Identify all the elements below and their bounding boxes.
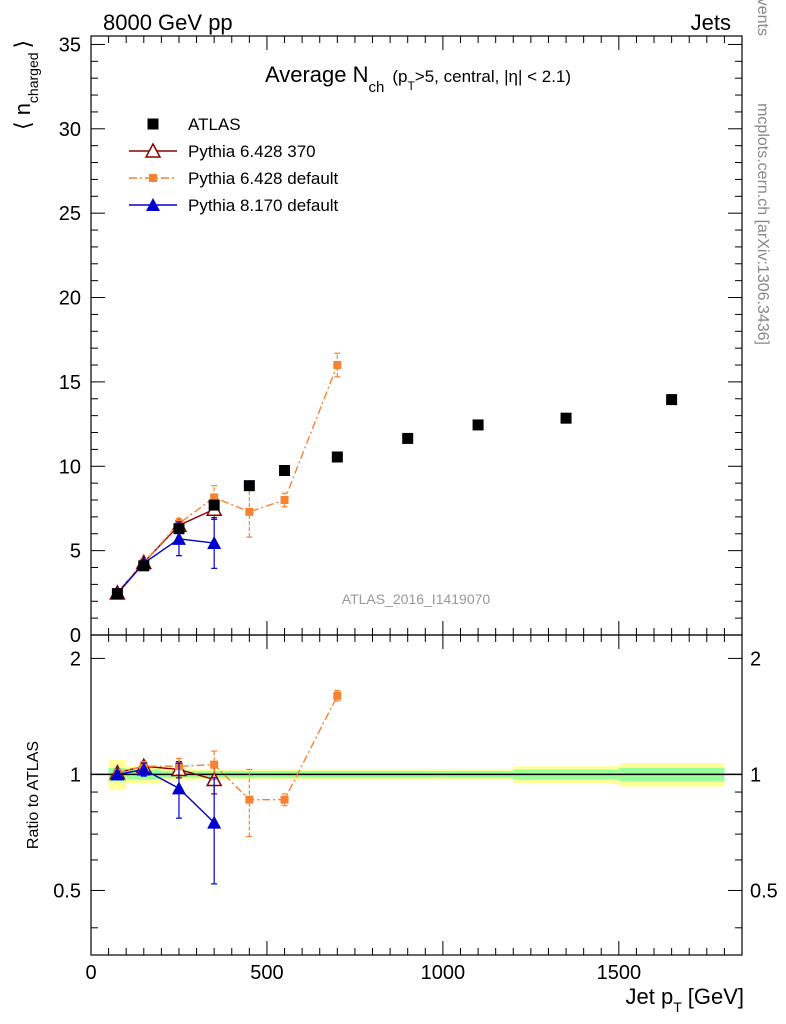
ratio-tick-label-right: 0.5 (750, 880, 778, 902)
ratio-series-line (117, 695, 338, 801)
atlas-point (279, 464, 291, 476)
ratio-point (207, 815, 222, 829)
y-label-close: ⟩ (10, 40, 35, 49)
title-cond-sub: T (407, 79, 415, 93)
y-tick-label: 0 (70, 625, 81, 647)
legend-label: ATLAS (188, 115, 241, 134)
header-left: 8000 GeV pp (103, 10, 233, 35)
ratio-tick-label: 1 (70, 764, 81, 786)
data-point (210, 493, 219, 502)
y-label-main: ⟨ n (10, 103, 35, 130)
atlas-uncertainty-bands (91, 759, 742, 791)
atlas-point (560, 412, 572, 424)
ratio-point (245, 795, 254, 804)
ratio-tick-label: 2 (70, 648, 81, 670)
series-p8_default (110, 517, 222, 885)
rivet-label: Rivet 3.1.10, ≥ 300k events (754, 0, 771, 36)
header-right: Jets (691, 10, 731, 35)
ratio-point (136, 762, 151, 776)
x-tick-label: 1500 (597, 962, 642, 984)
atlas-point (208, 499, 220, 511)
data-point (333, 361, 342, 370)
ratio-tick-label-right: 1 (750, 764, 761, 786)
x-label-sub: T (673, 999, 682, 1015)
data-point (207, 536, 222, 550)
legend-marker (147, 118, 159, 130)
ratio-point (210, 760, 219, 769)
ratio-point (280, 795, 289, 804)
x-label-main: Jet p (625, 984, 673, 1009)
title-main: Average N (265, 62, 369, 87)
title-cond-post: >5, central, |η| < 2.1) (415, 67, 571, 86)
atlas-point (138, 560, 150, 572)
data-point (245, 507, 254, 516)
series-line (116, 508, 215, 594)
y-tick-label: 5 (70, 541, 81, 563)
series-p6_default (113, 352, 342, 838)
legend: ATLAS Pythia 6.428 370 Pythia 6.428 defaul… (129, 115, 339, 215)
data-point (171, 531, 186, 545)
data-point (280, 496, 289, 505)
atlas-point (331, 451, 343, 463)
atlas-point (666, 394, 678, 406)
legend-item-p6_default: Pythia 6.428 default (129, 169, 339, 188)
axes-frames (90, 35, 743, 956)
ratio-series-line (117, 768, 215, 824)
legend-marker (146, 198, 160, 211)
ratio-series-line (117, 765, 215, 781)
y-tick-label: 20 (59, 288, 81, 310)
axis-ticks: 0 500 1000 1500 0 5 10 15 20 25 30 35 0.5 0.5 1 1 2 2 (53, 34, 778, 984)
legend-marker (144, 142, 162, 158)
atlas-point (472, 419, 484, 431)
ratio-tick-label-right: 2 (750, 648, 761, 670)
ratio-tick-label: 0.5 (53, 880, 81, 902)
title-cond-pre: (p (392, 67, 407, 86)
legend-item-p6_370: Pythia 6.428 370 (129, 142, 316, 161)
legend-item-atlas: ATLAS (147, 115, 241, 134)
legend-item-p8_default: Pythia 8.170 default (129, 196, 339, 215)
plot-title: Average Nch (pT>5, central, |η| < 2.1) (265, 62, 571, 96)
legend-marker (149, 174, 157, 182)
atlas-point (111, 588, 123, 600)
y-tick-label: 15 (59, 372, 81, 394)
series-atlas (111, 394, 678, 600)
ratio-point (333, 691, 342, 700)
x-tick-label: 0 (85, 962, 96, 984)
series-p6_370 (109, 498, 223, 795)
legend-label: Pythia 6.428 default (188, 169, 339, 188)
ratio-axis-label: Ratio to ATLAS (25, 741, 42, 849)
y-tick-label: 30 (59, 119, 81, 141)
title-sub: ch (368, 79, 384, 96)
series-line (116, 538, 215, 595)
y-tick-label: 10 (59, 456, 81, 478)
atlas-point (243, 480, 255, 492)
mcplots-label: mcplots.cern.ch [arXiv:1306.3436] (754, 103, 771, 345)
x-tick-label: 500 (250, 962, 283, 984)
y-tick-label: 25 (59, 203, 81, 225)
analysis-watermark: ATLAS_2016_I1419070 (342, 591, 491, 607)
legend-label: Pythia 6.428 370 (188, 142, 316, 161)
ratio-point (110, 767, 125, 781)
y-axis-label: ⟨ ncharged ⟩ (10, 40, 41, 130)
ratio-point (171, 781, 186, 795)
y-tick-label: 35 (59, 34, 81, 56)
atlas-point (173, 523, 185, 535)
ratio-panel-frame (90, 634, 743, 956)
x-axis-label: Jet pT [GeV] (625, 984, 744, 1015)
series-marks (109, 352, 678, 885)
x-tick-label: 1000 (421, 962, 466, 984)
y-label-sub: charged (25, 52, 41, 103)
legend-label: Pythia 8.170 default (188, 196, 339, 215)
atlas-point (402, 432, 414, 444)
x-label-unit: [GeV] (688, 984, 744, 1009)
